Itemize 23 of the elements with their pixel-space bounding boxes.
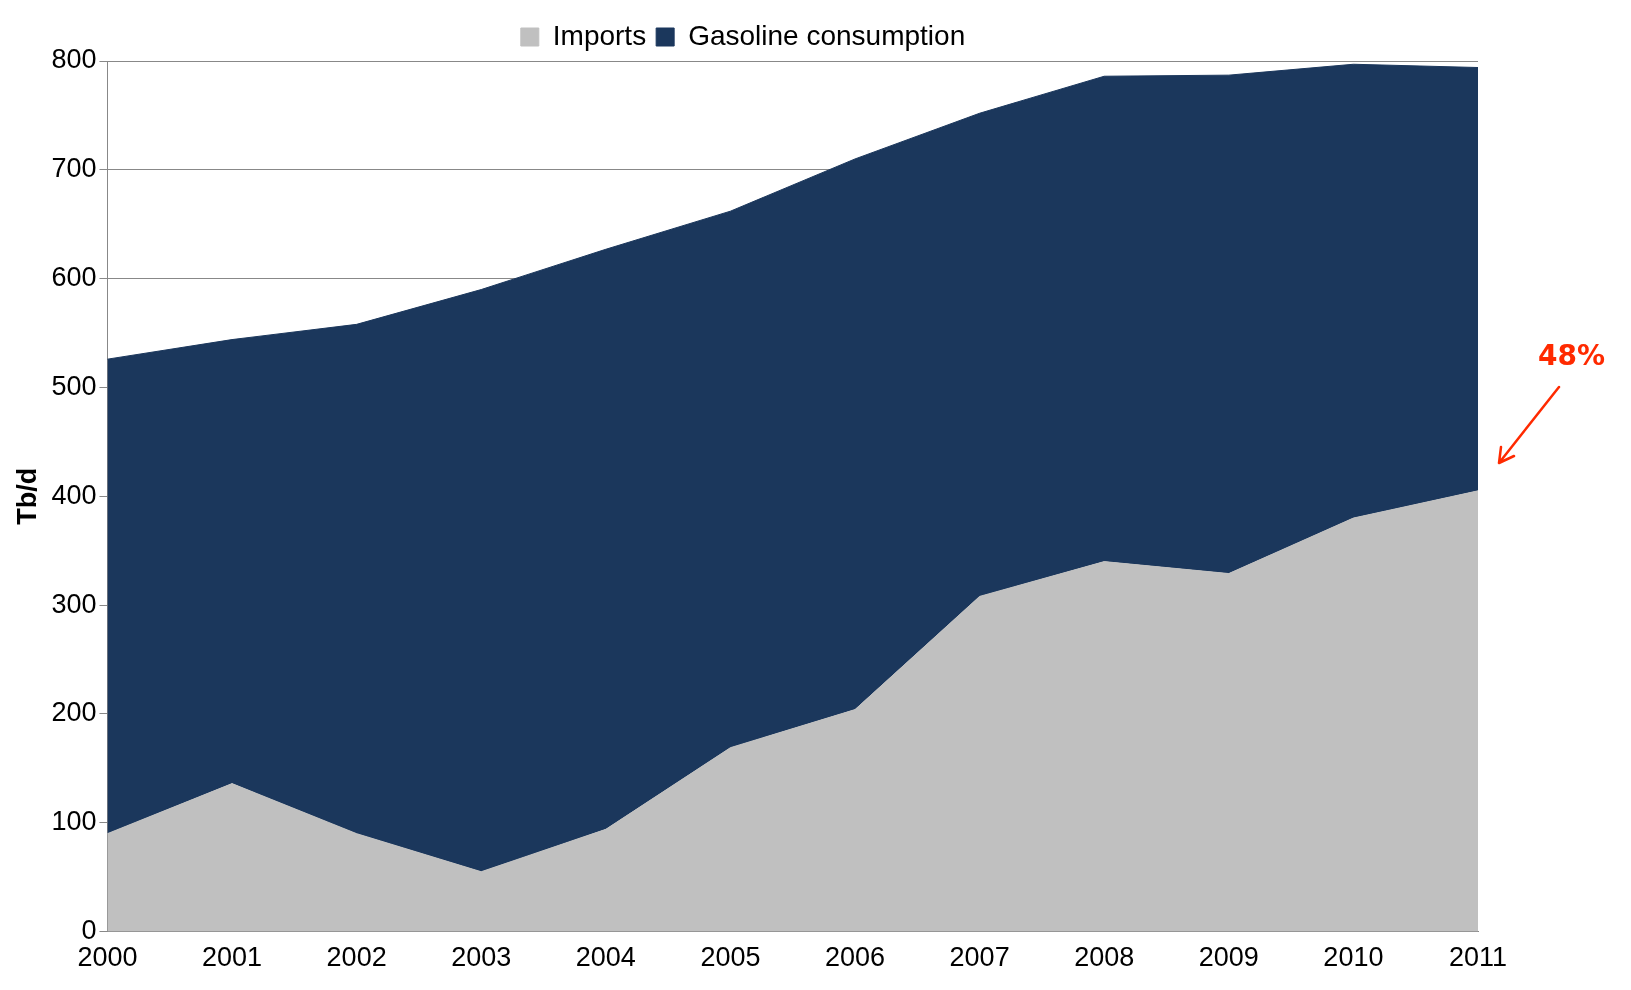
x-tick-label: 2002 — [326, 942, 387, 973]
x-tick-label: 2006 — [824, 942, 886, 973]
x-tick-label: 2009 — [1198, 942, 1259, 973]
x-tick-label: 2010 — [1323, 942, 1384, 973]
x-tick-label: 2011 — [1448, 942, 1508, 973]
legend-label: Imports — [552, 19, 647, 51]
y-tick-label: 100 — [51, 806, 97, 837]
y-tick-label: 600 — [51, 262, 97, 293]
y-tick-label: 500 — [51, 370, 97, 401]
x-tick-label: 2001 — [202, 942, 263, 973]
y-tick-label: 400 — [51, 479, 97, 510]
x-tick-label: 2008 — [1074, 942, 1135, 973]
x-tick-label: 2004 — [575, 942, 636, 973]
x-tick-label: 2007 — [949, 942, 1010, 973]
x-tick-label: 2003 — [451, 942, 512, 973]
x-tick-label: 2005 — [700, 942, 761, 973]
legend-label: Gasoline consumption — [688, 19, 966, 51]
y-tick-label: 200 — [51, 697, 97, 728]
y-axis-title: Tb/d — [11, 467, 42, 525]
text: 48% — [1538, 339, 1606, 373]
y-tick-label: 800 — [51, 44, 97, 75]
y-tick-label: 300 — [51, 588, 97, 619]
y-tick-label: 700 — [51, 153, 97, 184]
